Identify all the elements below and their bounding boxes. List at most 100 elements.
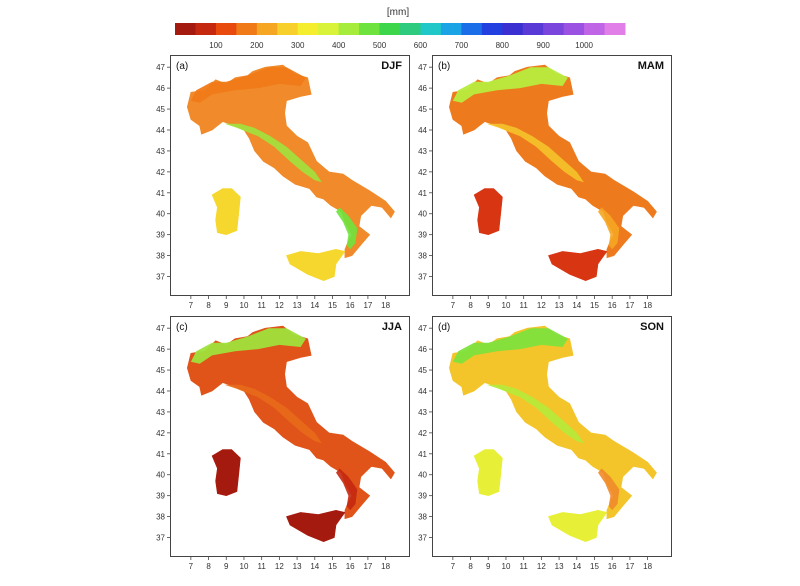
colorbar-swatch (584, 23, 606, 35)
lat-tick-label: 41 (418, 450, 427, 459)
map-panel-jja: 7 8 9 10 11 12 13 14 15 16 17 18 47 46 45 44 43 42 41 40 39 3… (156, 316, 410, 586)
colorbar-tick-label: 700 (455, 41, 469, 50)
lat-tick-label: 46 (156, 345, 165, 354)
season-label: DJF (381, 60, 402, 72)
colorbar-unit-label: [mm] (387, 7, 409, 18)
lon-tick-label: 12 (537, 562, 546, 571)
colorbar-tick-label: 800 (496, 41, 510, 50)
lon-tick-label: 7 (189, 562, 194, 571)
panel-letter: (c) (176, 322, 188, 333)
lon-tick-label: 18 (643, 301, 652, 310)
alpine-precip-region (190, 328, 306, 364)
colorbar-swatches (175, 23, 626, 35)
map-svg: 7 8 9 10 11 12 13 14 15 16 17 18 47 46 45 44 43 42 41 40 39 3… (418, 316, 672, 571)
colorbar-swatch (563, 23, 585, 35)
colorbar-tick-label: 900 (537, 41, 551, 50)
colorbar-swatch (379, 23, 401, 35)
colorbar-swatch (420, 23, 442, 35)
colorbar-swatch (256, 23, 278, 35)
colorbar-tick-label: 500 (373, 41, 387, 50)
colorbar-svg: [mm] 100 200 300 400 500 600 700 800 900 1000 (175, 7, 626, 50)
lon-tick-label: 15 (590, 562, 599, 571)
lat-tick-label: 38 (156, 513, 165, 522)
lon-tick-label: 14 (310, 301, 319, 310)
colorbar-swatch (195, 23, 217, 35)
lat-tick-label: 39 (418, 231, 427, 240)
lat-tick-label: 45 (156, 366, 165, 375)
colorbar-tick-label: 300 (291, 41, 305, 50)
map-panel-son: 7 8 9 10 11 12 13 14 15 16 17 18 47 46 45 44 43 42 41 40 39 3… (418, 316, 672, 586)
lon-tick-label: 10 (240, 562, 249, 571)
lon-tick-label: 13 (555, 301, 564, 310)
colorbar-swatch (400, 23, 421, 35)
alpine-precip-region (452, 67, 568, 103)
alpine-precip-region (190, 67, 306, 103)
lon-tick-label: 7 (451, 562, 456, 571)
colorbar-swatch (215, 23, 237, 35)
lat-tick-label: 47 (156, 63, 165, 72)
colorbar-swatch (604, 23, 626, 35)
map-panel-mam: 7 8 9 10 11 12 13 14 15 16 17 18 47 46 45 44 43 42 41 40 39 3… (418, 55, 672, 325)
lat-tick-label: 40 (156, 471, 165, 480)
lat-tick-label: 45 (418, 366, 427, 375)
lon-tick-label: 11 (258, 301, 267, 310)
colorbar-swatch (522, 23, 544, 35)
lon-tick-label: 18 (643, 562, 652, 571)
lon-tick-label: 16 (608, 562, 617, 571)
lon-tick-label: 17 (363, 301, 372, 310)
lat-tick-label: 37 (156, 273, 165, 282)
lat-tick-label: 45 (156, 105, 165, 114)
colorbar-tick-label: 1000 (575, 41, 593, 50)
lon-tick-label: 7 (189, 301, 194, 310)
lon-tick-label: 14 (572, 562, 581, 571)
sicily-island (286, 248, 346, 282)
lon-tick-label: 15 (590, 301, 599, 310)
colorbar-tick-label: 100 (209, 41, 223, 50)
sardinia-island (473, 449, 503, 497)
colorbar-swatch (440, 23, 462, 35)
lon-tick-label: 17 (363, 562, 372, 571)
lat-tick-label: 37 (418, 273, 427, 282)
lon-tick-label: 12 (275, 301, 284, 310)
lat-tick-label: 43 (418, 147, 427, 156)
lat-tick-label: 47 (418, 63, 427, 72)
sicily-island (548, 509, 608, 543)
lon-tick-label: 12 (537, 301, 546, 310)
lon-tick-label: 14 (572, 301, 581, 310)
lat-tick-label: 42 (156, 429, 165, 438)
lon-tick-label: 18 (381, 301, 390, 310)
panel-letter: (a) (176, 61, 188, 72)
lat-tick-label: 44 (418, 126, 427, 135)
panel-letter: (b) (438, 61, 450, 72)
apennine-precip-region (224, 384, 322, 444)
lon-tick-label: 9 (224, 301, 229, 310)
lon-tick-label: 13 (555, 562, 564, 571)
lat-tick-label: 41 (156, 450, 165, 459)
lat-tick-label: 44 (156, 126, 165, 135)
apennine-precip-region (224, 123, 322, 183)
lat-tick-label: 46 (418, 345, 427, 354)
lon-tick-label: 8 (468, 301, 473, 310)
lon-tick-label: 15 (328, 562, 337, 571)
lon-tick-label: 16 (346, 301, 355, 310)
lat-tick-label: 42 (156, 168, 165, 177)
lat-tick-label: 40 (418, 471, 427, 480)
panel-letter: (d) (438, 322, 450, 333)
season-label: MAM (638, 60, 664, 72)
lon-tick-label: 9 (224, 562, 229, 571)
lat-tick-label: 38 (418, 513, 427, 522)
lon-tick-label: 9 (486, 562, 491, 571)
lat-tick-label: 44 (156, 387, 165, 396)
lat-tick-label: 37 (418, 534, 427, 543)
lon-tick-label: 9 (486, 301, 491, 310)
map-panel-djf: 7 8 9 10 11 12 13 14 15 16 17 18 47 46 45 44 43 42 41 40 39 3… (156, 55, 410, 325)
sardinia-island (473, 188, 503, 236)
lat-tick-label: 37 (156, 534, 165, 543)
calabria-precip-region (336, 207, 358, 250)
calabria-precip-region (336, 468, 358, 511)
lat-tick-label: 46 (156, 84, 165, 93)
lat-tick-label: 46 (418, 84, 427, 93)
lon-tick-label: 17 (625, 562, 634, 571)
lon-tick-label: 10 (502, 562, 511, 571)
apennine-precip-region (486, 123, 584, 183)
